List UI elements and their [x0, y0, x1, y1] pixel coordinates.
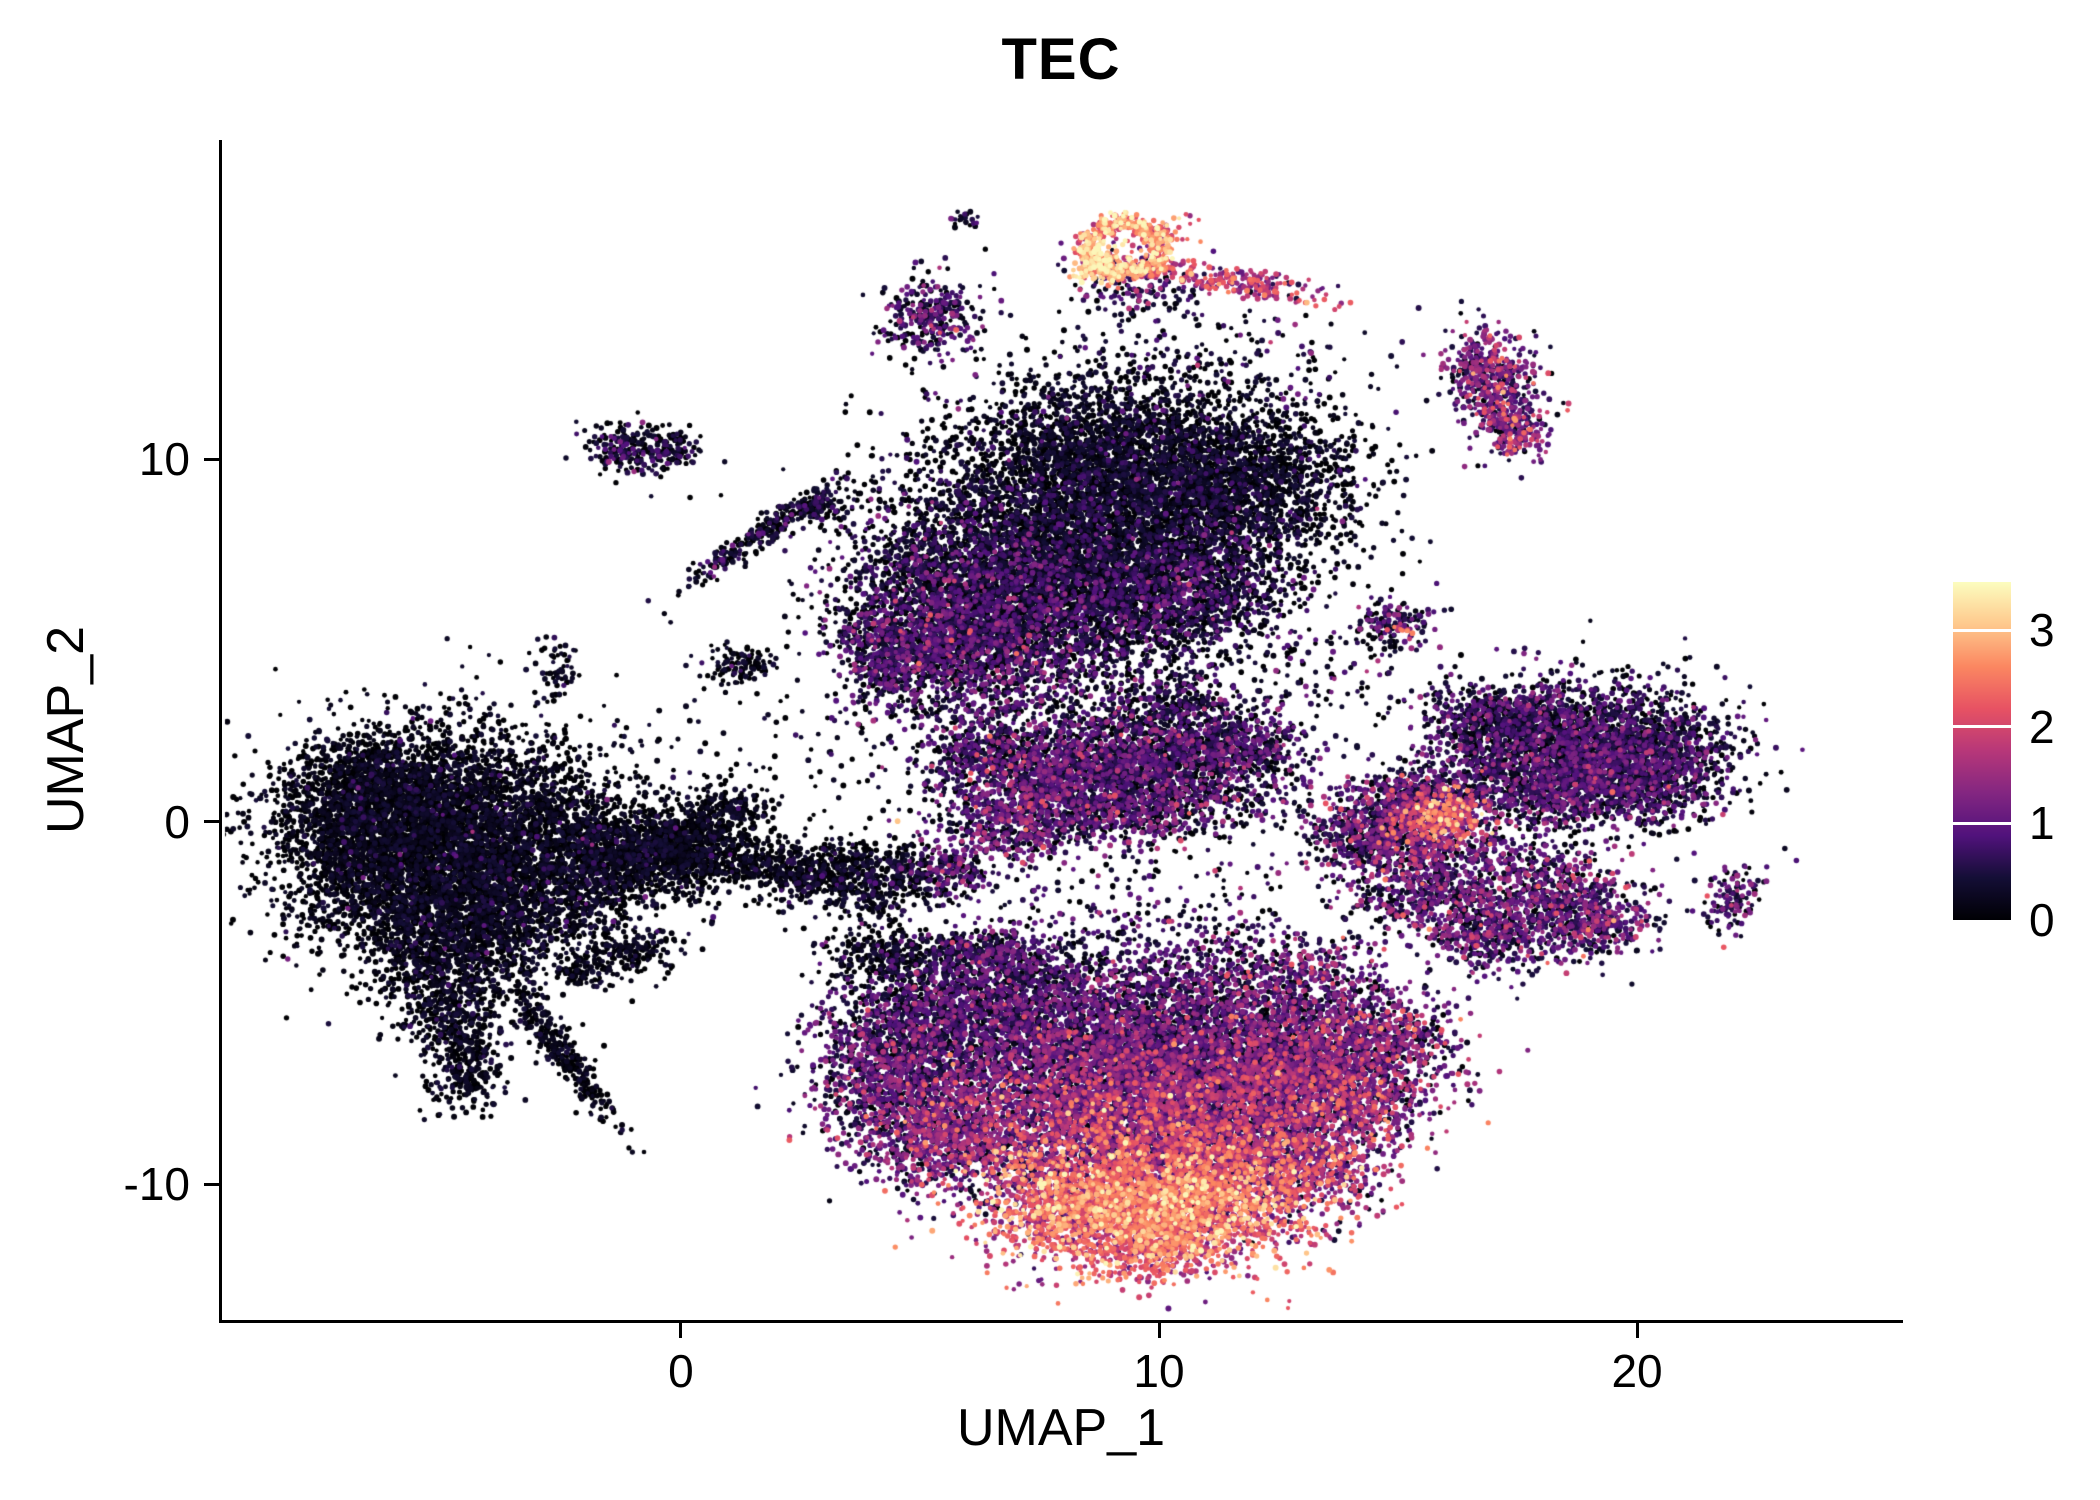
x-tick-mark — [679, 1323, 683, 1338]
x-tick-label: 20 — [1611, 1345, 1663, 1397]
y-tick-label: 10 — [138, 433, 190, 486]
colorbar-tick-label: 2 — [2029, 700, 2055, 753]
colorbar-tick-mark — [1953, 821, 2011, 825]
colorbar-gradient — [1953, 582, 2011, 920]
colorbar-tick-mark — [1953, 628, 2011, 632]
x-tick-mark — [1157, 1323, 1161, 1338]
y-tick-mark — [204, 820, 219, 824]
colorbar-tick-mark — [1953, 725, 2011, 729]
y-tick-label: 0 — [164, 795, 190, 848]
x-tick-mark — [1635, 1323, 1639, 1338]
x-tick-label: 10 — [1133, 1345, 1185, 1397]
y-tick-mark — [204, 457, 219, 461]
colorbar-tick-label: 1 — [2029, 797, 2055, 850]
x-tick-label: 0 — [668, 1345, 694, 1397]
colorbar-tick-label: 3 — [2029, 604, 2055, 657]
y-axis-line — [219, 140, 222, 1323]
x-axis-label: UMAP_1 — [956, 1399, 1166, 1457]
colorbar-tick-label: 0 — [2029, 894, 2055, 946]
y-tick-label: -10 — [123, 1158, 190, 1211]
colorbar-legend: 0 1 2 3 — [1953, 582, 2055, 943]
x-axis-line — [219, 1320, 1903, 1323]
plot-title: TEC — [1001, 27, 1121, 92]
y-tick-mark — [204, 1182, 219, 1186]
